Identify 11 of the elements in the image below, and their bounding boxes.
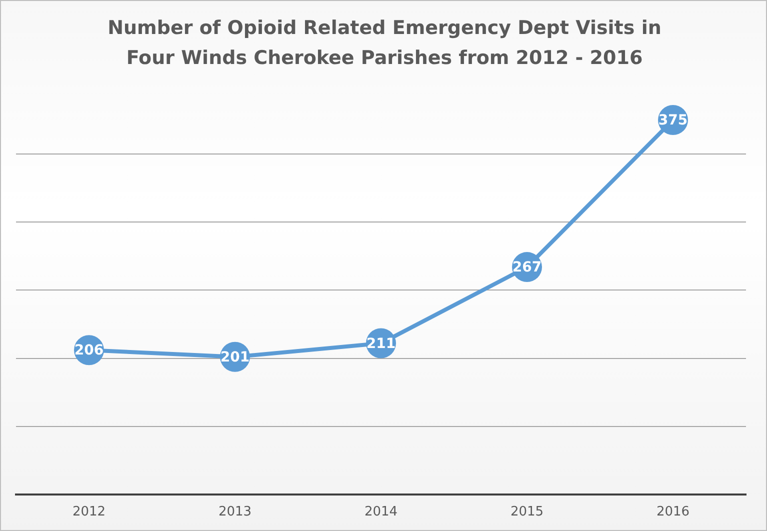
data-label: 206 bbox=[74, 342, 104, 359]
x-tick-label: 2012 bbox=[72, 504, 106, 520]
x-tick-label: 2014 bbox=[364, 504, 398, 520]
x-tick-label: 2013 bbox=[218, 504, 252, 520]
data-label: 267 bbox=[512, 260, 542, 276]
data-label: 211 bbox=[366, 336, 396, 352]
data-label: 375 bbox=[658, 112, 688, 129]
data-label: 201 bbox=[220, 350, 250, 366]
x-tick-label: 2015 bbox=[510, 504, 544, 520]
x-tick-label: 2016 bbox=[656, 504, 690, 520]
chart-title: Number of Opioid Related Emergency Dept Visits in Four Winds Cherokee Parishes from 2012 - 2016 bbox=[106, 16, 662, 71]
